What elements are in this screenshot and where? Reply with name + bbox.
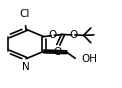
Text: O: O xyxy=(54,47,62,57)
Text: Cl: Cl xyxy=(20,9,30,19)
Text: O: O xyxy=(49,30,57,40)
Text: O: O xyxy=(69,30,77,40)
Text: OH: OH xyxy=(82,54,98,64)
Text: N: N xyxy=(22,62,30,72)
